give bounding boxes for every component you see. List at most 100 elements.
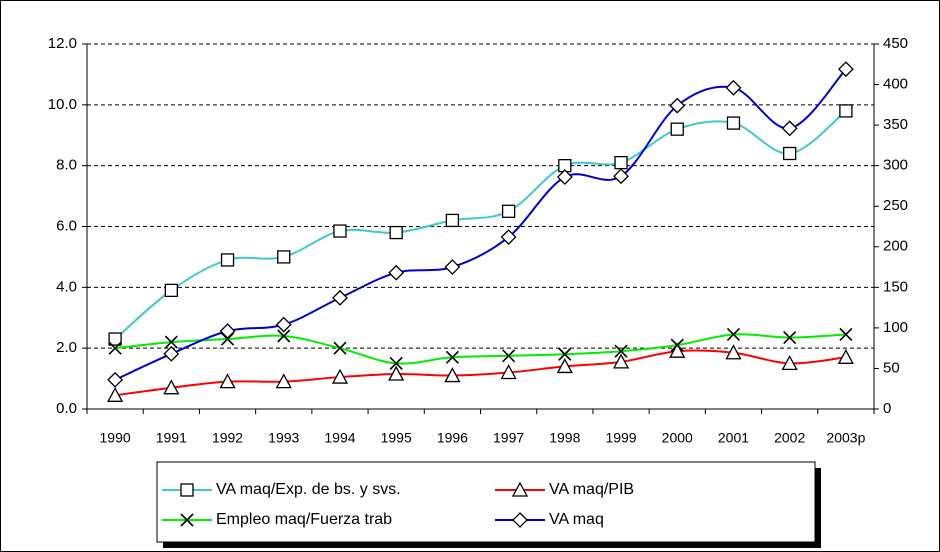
marker: [511, 481, 529, 497]
x-tick-label: 1999: [605, 430, 636, 446]
marker: [725, 344, 742, 360]
x-tick-label: 1995: [381, 430, 412, 446]
series-line: [114, 333, 846, 365]
marker: [220, 253, 235, 267]
marker: [837, 348, 854, 364]
legend-box: [156, 461, 816, 543]
y-tick-label: 4.0: [56, 278, 77, 295]
x-tick-label: 1991: [156, 430, 187, 446]
x-tick-label: 1997: [493, 430, 524, 446]
marker: [275, 373, 292, 389]
marker: [670, 338, 684, 352]
y2-tick-label: 150: [883, 278, 908, 295]
y2-tick-label: 200: [883, 238, 908, 255]
marker: [502, 349, 516, 363]
marker: [512, 512, 528, 528]
marker: [444, 367, 461, 383]
marker: [164, 335, 178, 349]
marker: [839, 327, 853, 342]
x-tick-label: 1996: [437, 430, 468, 446]
marker: [389, 225, 403, 240]
y2-tick-label: 50: [883, 359, 900, 376]
y2-tick-label: 450: [883, 35, 908, 52]
marker: [275, 316, 292, 333]
legend-label: VA maq: [549, 511, 604, 528]
marker: [219, 323, 236, 340]
marker: [388, 365, 405, 381]
x-tick-label: 2003p: [826, 430, 865, 446]
marker: [388, 264, 405, 281]
marker: [277, 329, 291, 343]
x-tick-label: 2002: [774, 430, 805, 446]
y-tick-label: 8.0: [56, 157, 77, 174]
marker: [500, 229, 517, 245]
marker: [180, 513, 194, 527]
x-tick-label: 1990: [100, 430, 131, 446]
marker: [613, 168, 629, 185]
marker: [107, 371, 124, 388]
marker: [670, 122, 684, 136]
y-tick-label: 10.0: [48, 96, 77, 113]
y2-tick-label: 0: [883, 400, 891, 417]
marker: [332, 289, 348, 306]
marker: [445, 213, 460, 228]
marker: [556, 169, 573, 185]
marker: [669, 342, 686, 358]
x-tick-label: 2000: [662, 430, 693, 446]
marker: [781, 120, 798, 137]
y-tick-label: 2.0: [56, 339, 77, 356]
marker: [108, 332, 122, 346]
marker: [781, 355, 798, 371]
marker: [163, 379, 180, 395]
marker: [500, 364, 517, 380]
marker: [614, 344, 628, 358]
marker: [389, 356, 403, 370]
marker: [783, 330, 797, 345]
marker: [501, 204, 516, 218]
legend: VA maq/Exp. de bs. y svs. VA maq/PIB Emple…: [162, 481, 634, 528]
marker: [444, 259, 461, 275]
x-tick-label: 2001: [718, 430, 749, 446]
marker: [445, 350, 459, 364]
marker: [108, 341, 122, 355]
marker: [163, 345, 180, 362]
marker: [614, 155, 628, 170]
y-tick-label: 6.0: [56, 217, 77, 234]
marker: [725, 79, 742, 96]
y2-tick-label: 350: [883, 116, 908, 133]
y-tick-label: 12.0: [48, 35, 77, 52]
marker: [333, 341, 347, 355]
x-tick-label: 1994: [324, 430, 355, 446]
marker: [837, 61, 854, 78]
x-tick-label: 1998: [549, 430, 580, 446]
marker: [164, 283, 178, 298]
marker: [669, 97, 686, 114]
y2-tick-label: 400: [883, 76, 908, 93]
x-tick-label: 1993: [268, 430, 299, 446]
marker: [277, 250, 291, 264]
marker: [331, 368, 349, 384]
y2-tick-label: 300: [883, 157, 908, 174]
marker: [783, 146, 797, 161]
y2-tick-label: 250: [883, 197, 908, 214]
marker: [180, 483, 194, 497]
series-line: [114, 349, 847, 397]
y-tick-label: 0.0: [56, 400, 77, 417]
marker: [219, 373, 236, 389]
y2-tick-label: 100: [883, 319, 908, 336]
legend-label: Empleo maq/Fuerza trab: [216, 511, 392, 528]
marker: [612, 353, 630, 369]
legend-label: VA maq/Exp. de bs. y svs.: [216, 481, 401, 498]
marker: [839, 104, 853, 118]
marker: [556, 358, 573, 374]
x-tick-label: 1992: [212, 430, 243, 446]
marker: [333, 224, 347, 238]
legend-label: VA maq/PIB: [549, 481, 634, 498]
marker: [726, 327, 741, 342]
marker: [107, 386, 124, 402]
marker: [558, 347, 572, 361]
marker: [726, 116, 741, 130]
